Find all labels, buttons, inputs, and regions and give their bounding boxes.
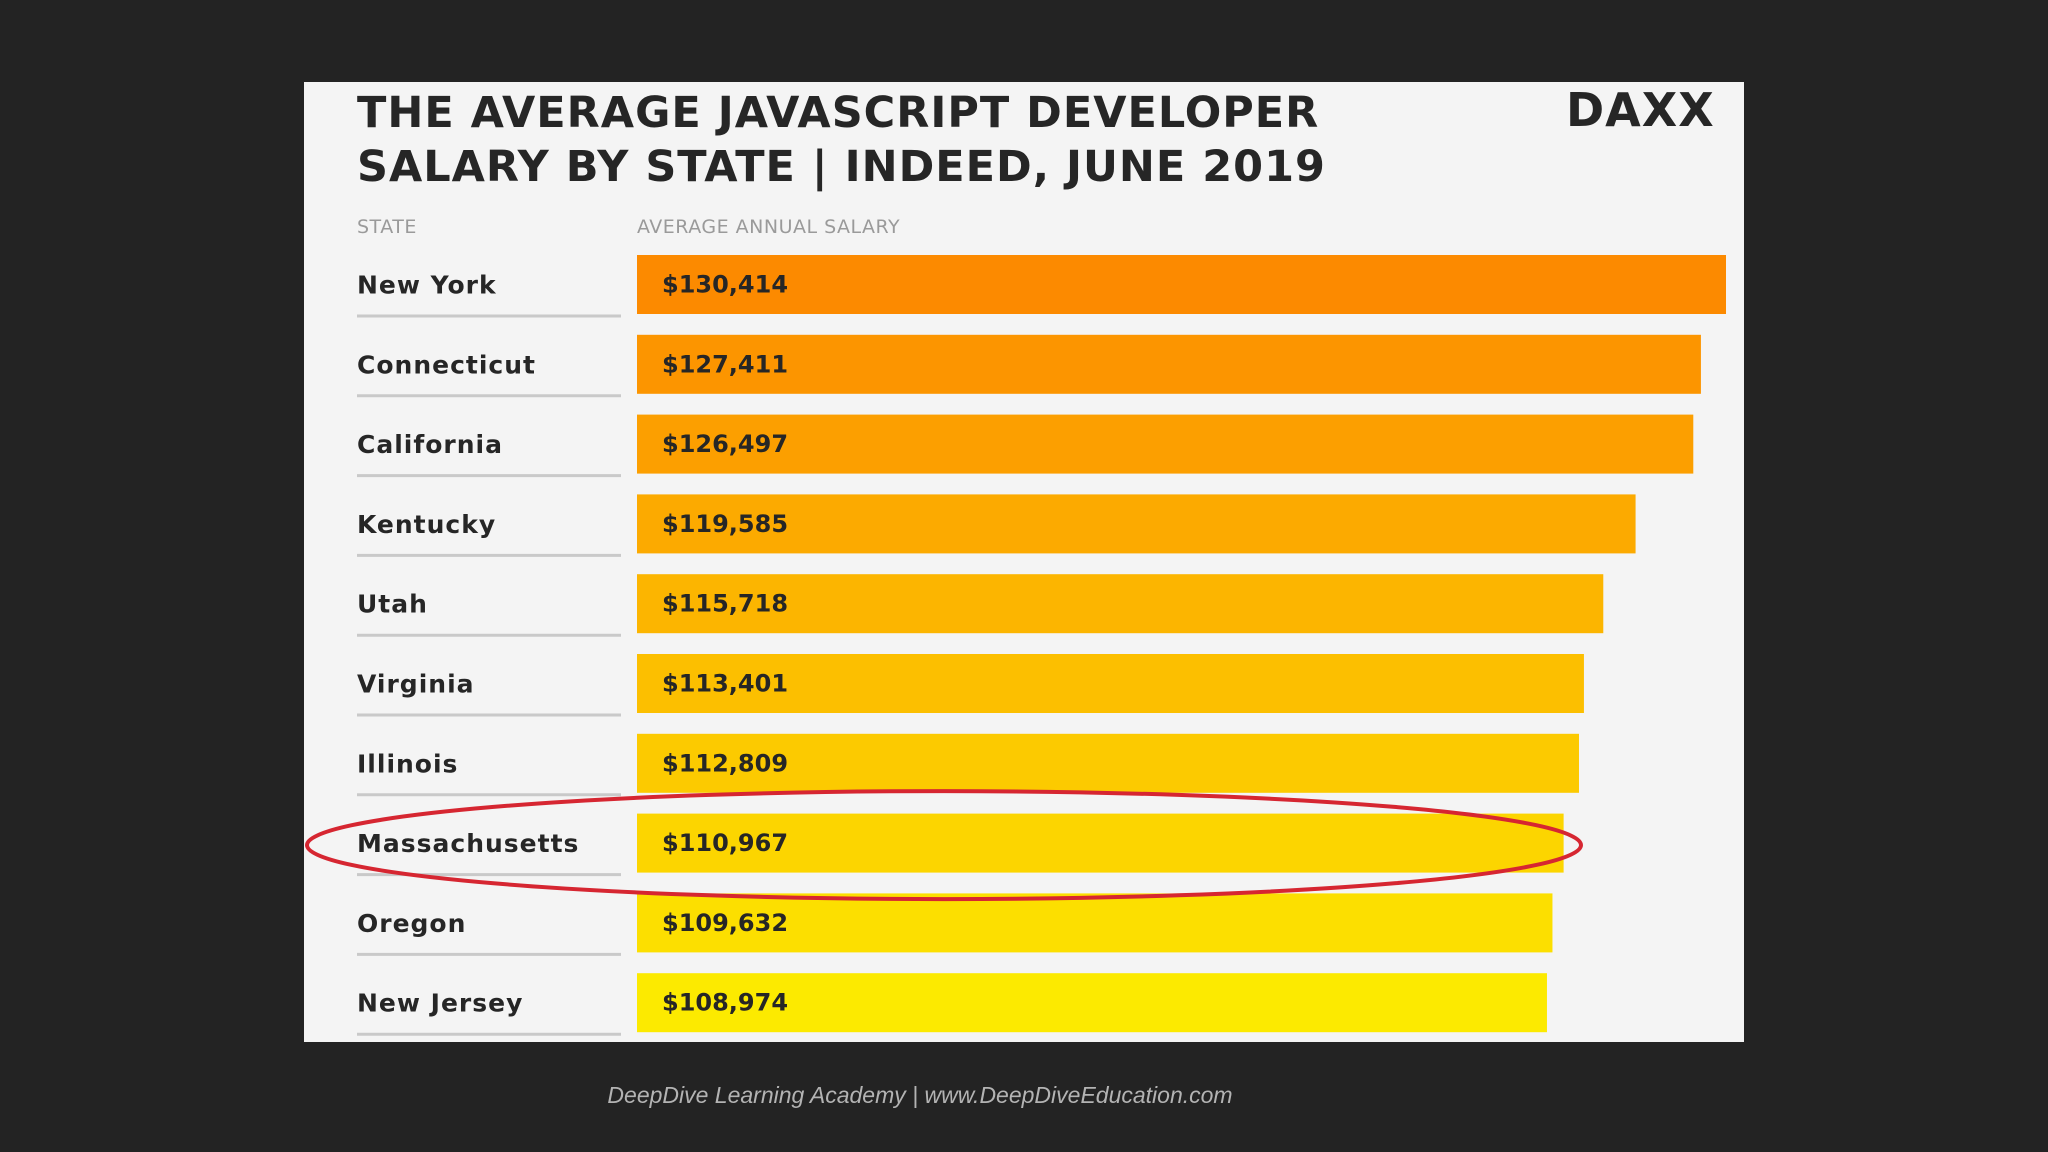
footer-credit: DeepDive Learning Academy | www.DeepDive… (607, 1082, 1233, 1108)
salary-column-header: AVERAGE ANNUAL SALARY (637, 216, 901, 238)
bar-california (637, 414, 1694, 474)
chart-title: THE AVERAGE JAVASCRIPT DEVELOPER SALARY … (357, 86, 1326, 194)
state-label-new-york: New York (357, 271, 497, 300)
value-label-illinois: $112,809 (662, 749, 788, 777)
daxx-logo-mark: DAXX (1566, 86, 1715, 134)
bar-illinois (637, 733, 1579, 793)
state-label-california: California (357, 430, 503, 459)
bar-virginia (637, 654, 1584, 713)
value-label-virginia: $113,401 (662, 670, 788, 698)
value-label-california: $126,497 (662, 430, 788, 458)
value-label-oregon: $109,632 (662, 909, 788, 937)
highlight-ellipse (305, 789, 1583, 902)
state-label-kentucky: Kentucky (357, 510, 496, 539)
value-label-massachusetts: $110,967 (662, 829, 788, 857)
bar-new-jersey (637, 973, 1547, 1033)
bar-oregon (637, 893, 1553, 953)
title-line-1: THE AVERAGE JAVASCRIPT DEVELOPER (357, 88, 1320, 138)
daxx-logo-text: DAXX (1566, 86, 1715, 134)
state-label-connecticut: Connecticut (357, 350, 536, 379)
bar-new-york (637, 255, 1726, 314)
state-label-oregon: Oregon (357, 909, 466, 938)
value-label-new-jersey: $108,974 (662, 989, 788, 1017)
bar-massachusetts (637, 813, 1564, 873)
state-label-utah: Utah (357, 590, 428, 619)
bar-kentucky (637, 494, 1636, 554)
daxx-logo: DAXX (1566, 86, 1726, 134)
value-label-new-york: $130,414 (662, 271, 788, 299)
state-label-virginia: Virginia (357, 670, 475, 699)
bar-utah (637, 574, 1604, 634)
value-label-connecticut: $127,411 (662, 350, 788, 378)
value-label-utah: $115,718 (662, 590, 788, 618)
state-label-new-jersey: New Jersey (357, 989, 523, 1018)
title-line-2: SALARY BY STATE | INDEED, JUNE 2019 (357, 142, 1326, 192)
bar-connecticut (637, 334, 1701, 394)
state-label-illinois: Illinois (357, 749, 458, 778)
state-column-header: STATE (357, 216, 417, 238)
value-label-kentucky: $119,585 (662, 510, 788, 538)
bar-chart: $130,414 New York $127,411 Connecticut $126,… (305, 255, 1726, 1036)
chart-card: THE AVERAGE JAVASCRIPT DEVELOPER SALARY … (304, 82, 1744, 1042)
state-label-massachusetts: Massachusetts (357, 829, 579, 858)
